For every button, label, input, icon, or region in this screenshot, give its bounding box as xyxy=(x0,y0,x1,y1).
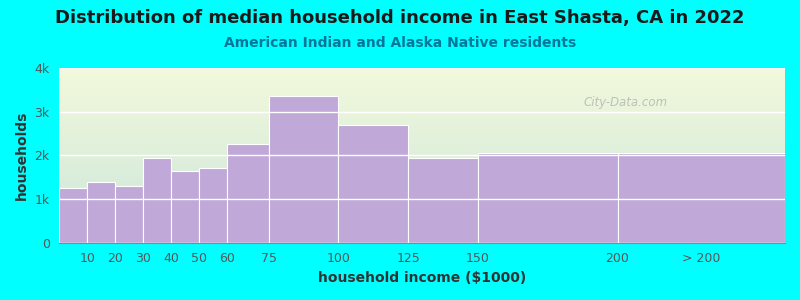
Bar xyxy=(478,153,618,243)
Y-axis label: households: households xyxy=(15,111,29,200)
Bar xyxy=(338,125,408,243)
Text: City-Data.com: City-Data.com xyxy=(583,96,667,110)
Bar xyxy=(59,188,87,243)
Bar xyxy=(408,158,478,243)
Text: Distribution of median household income in East Shasta, CA in 2022: Distribution of median household income … xyxy=(55,9,745,27)
Bar xyxy=(143,158,171,243)
Bar xyxy=(115,186,143,243)
Bar xyxy=(227,144,269,243)
Text: American Indian and Alaska Native residents: American Indian and Alaska Native reside… xyxy=(224,36,576,50)
Bar xyxy=(618,153,785,243)
Bar xyxy=(171,171,199,243)
X-axis label: household income ($1000): household income ($1000) xyxy=(318,271,526,285)
Bar xyxy=(87,182,115,243)
Bar xyxy=(269,96,338,243)
Bar xyxy=(199,169,227,243)
